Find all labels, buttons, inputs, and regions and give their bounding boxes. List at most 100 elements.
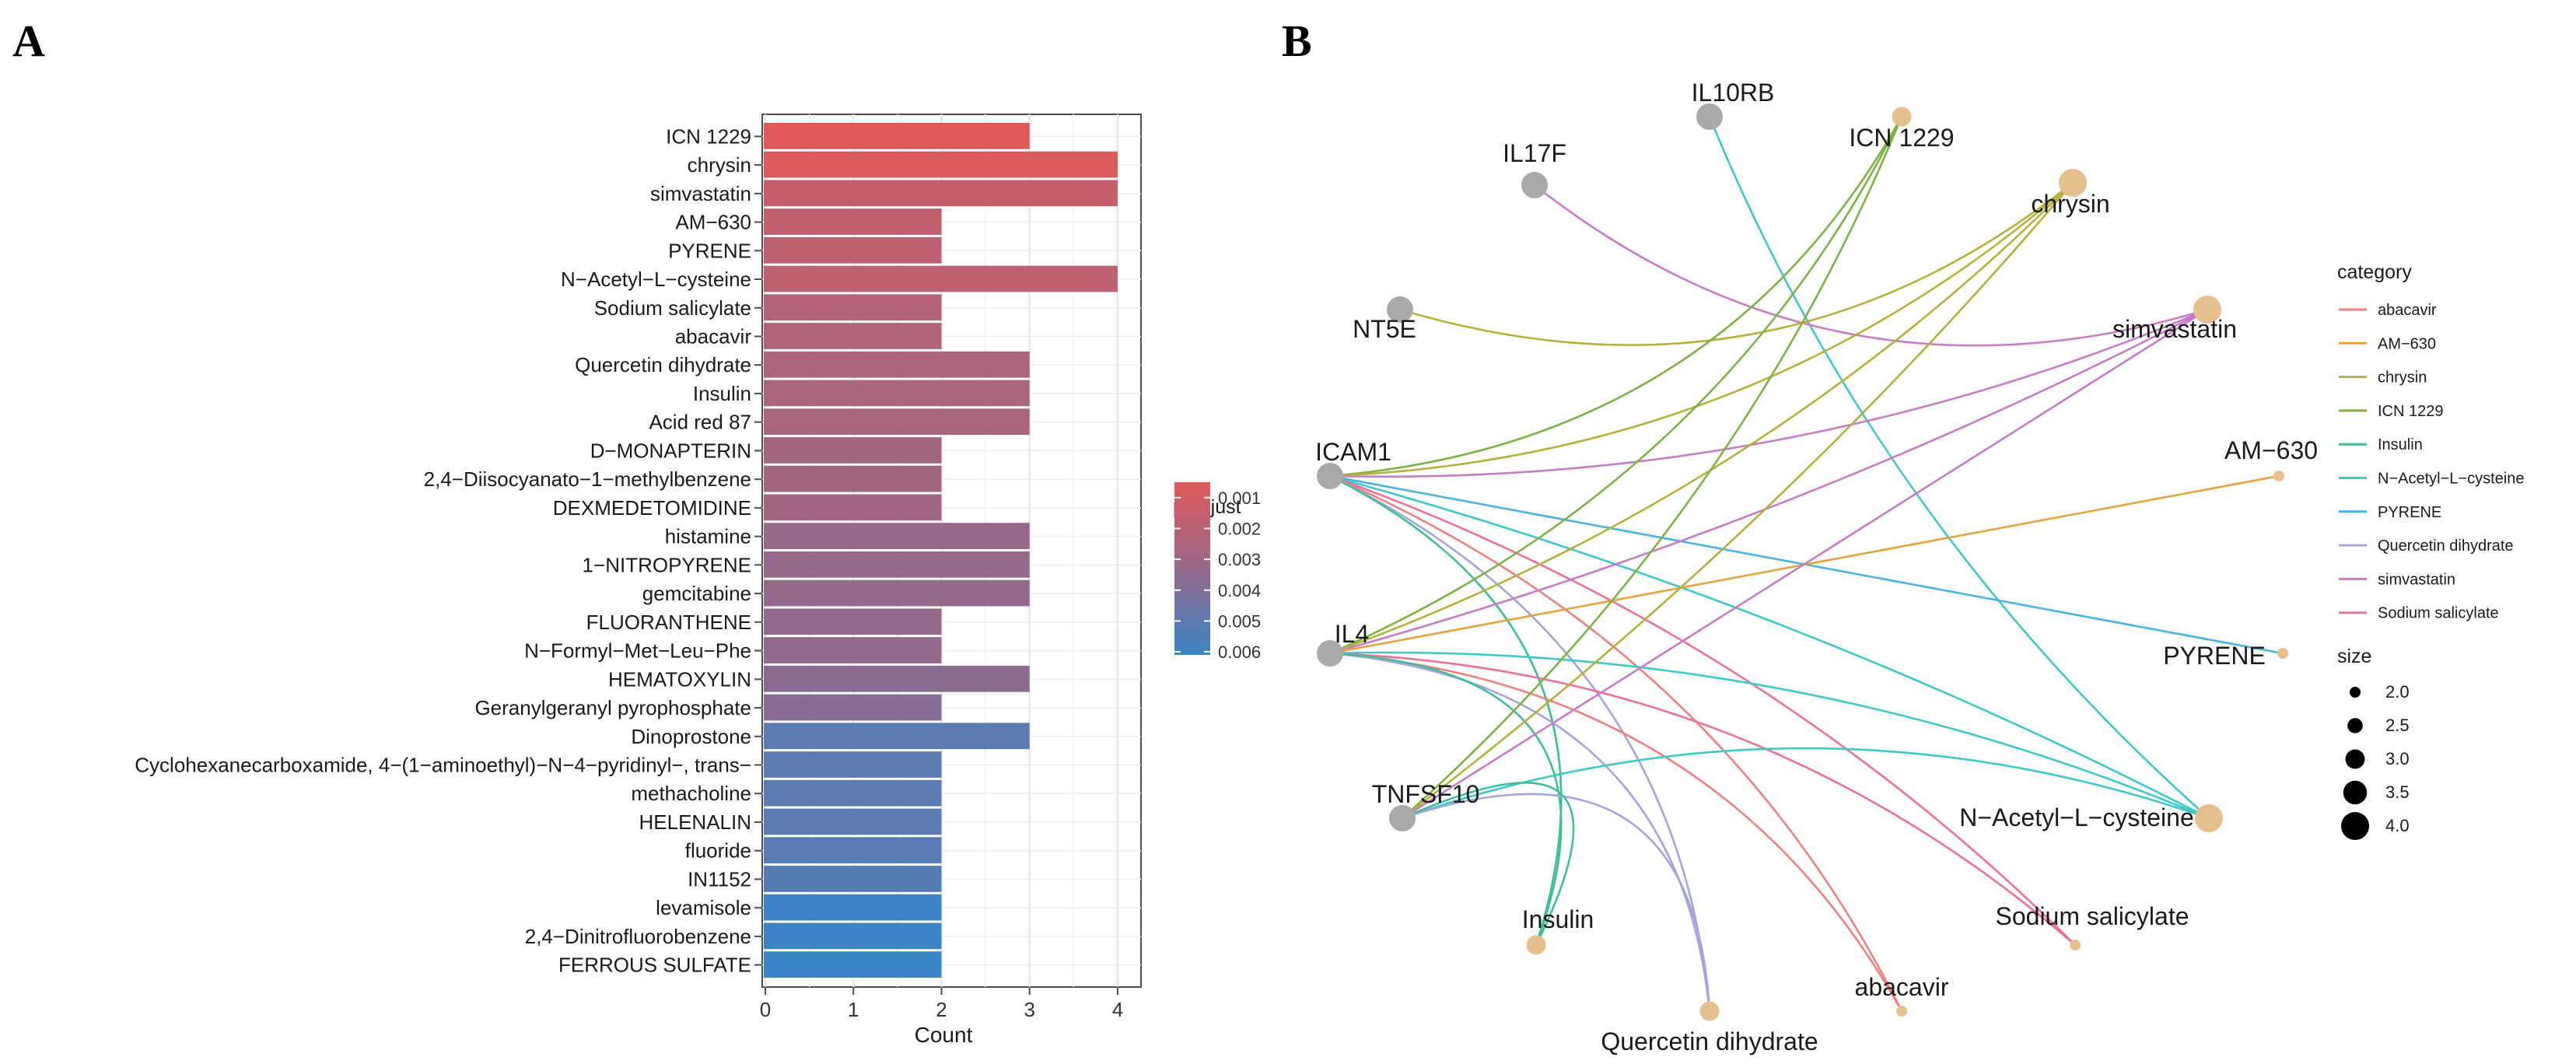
category-node [1526,935,1546,955]
bar [764,808,942,835]
colorbar-tick-label: 0.004 [1218,581,1261,600]
network-edge [1329,474,2076,946]
gene-node [1696,103,1723,130]
node-label: Sodium salicylate [1996,902,2189,930]
bar [764,665,1030,692]
p-adjust-legend-ticks: 0.001 0.002 0.003 0.004 0.005 0.006 [1174,488,1261,662]
bar-category-label: D−MONAPTERIN [590,439,751,462]
category-node [2059,169,2087,197]
bar [764,465,942,492]
bar [764,265,1118,292]
bar [764,751,942,778]
bar [764,866,942,892]
category-node [2277,648,2288,659]
bar-category-label: N−Acetyl−L−cysteine [561,268,751,291]
colorbar-tick-label: 0.002 [1218,519,1261,538]
network-edge [1329,308,2208,655]
bar [764,551,1030,578]
x-tick-label: 1 [848,998,859,1021]
bar-category-label: 1−NITROPYRENE [583,553,751,576]
category-node [1699,1001,1720,1021]
size-legend-label: 4.0 [2385,816,2410,835]
bar [764,951,942,978]
category-node [2195,804,2223,832]
bar [764,694,942,721]
network-edge [1329,474,2210,820]
colorbar-tick-label: 0.003 [1218,550,1261,569]
network-edge [1402,116,1903,819]
node-label: TNFSF10 [1372,780,1480,808]
node-label: N−Acetyl−L−cysteine [1959,803,2194,831]
node-label: simvastatin [2112,315,2237,343]
network-legend: category abacavir AM−630 chrysin ICN 1229 Ins… [2337,261,2524,840]
x-tick-label: 3 [1024,998,1034,1021]
bar-x-axis-ticks: 0 1 2 3 4 [760,987,1123,1021]
bar [764,151,1118,178]
node-label: ICN 1229 [1849,124,1954,152]
network-edge [1329,116,1903,655]
bar [764,608,942,635]
node-label: IL4 [1335,620,1369,648]
bar-x-axis-title: Count [915,1023,973,1047]
bar-category-label: Quercetin dihydrate [575,353,751,376]
bar-category-label: FERROUS SULFATE [558,954,751,977]
x-tick-label: 2 [936,998,947,1021]
size-legend-label: 3.0 [2385,749,2410,768]
bar-category-label: Insulin [693,382,751,405]
bar [764,579,1030,607]
network-edge [1402,182,2074,820]
bar [764,894,942,921]
category-legend-label: chrysin [2378,369,2427,387]
network-edge [1329,651,2210,820]
network-edges [1329,116,2284,1012]
bar-category-label: histamine [665,525,751,548]
size-legend-dot [2347,718,2363,733]
network-edge [1329,182,2074,478]
node-label: IL17F [1503,139,1566,167]
size-legend-dot [2343,780,2368,805]
node-label: IL10RB [1692,79,1775,107]
network-edge [1534,184,2208,347]
bar-category-label: N−Formyl−Met−Leu−Phe [524,639,751,663]
bar-category-label: HELENALIN [639,810,752,834]
x-tick-label: 0 [760,998,771,1021]
category-legend-label: Insulin [2378,436,2423,453]
bar-category-label: methacholine [631,782,751,805]
gene-node [1389,805,1416,831]
category-node [2070,940,2081,950]
category-node [2273,471,2284,481]
category-legend-label: N−Acetyl−L−cysteine [2378,471,2524,488]
category-node [1896,1006,1907,1017]
bar-category-label: PYRENE [668,239,751,262]
node-label: Insulin [1522,905,1594,933]
size-legend-label: 2.5 [2385,716,2410,735]
network-edge [1402,793,1711,1012]
bar-category-label: fluoride [685,839,751,863]
bar [764,236,942,264]
node-label: Quercetin dihydrate [1601,1027,1818,1055]
bar [764,294,942,321]
bar [764,523,1030,549]
network-edge [1329,652,2076,946]
network-edge [1399,181,2074,346]
network-edge [1329,652,1711,1012]
network-edge [1329,652,1903,1012]
bar [764,922,942,950]
category-legend-label: abacavir [2378,302,2437,319]
network-edge [1402,308,2208,820]
bar-category-label: ICN 1229 [666,124,751,148]
bar-category-label: IN1152 [688,867,751,891]
network-edge [1329,308,2208,478]
bar [764,637,942,663]
gene-node [1387,296,1413,323]
bar [764,408,1030,436]
bar-category-label: Cyclohexanecarboxamide, 4−(1−aminoethyl)… [135,754,751,777]
bar [764,351,1030,378]
node-label: ICAM1 [1315,438,1391,466]
panel-a-label: A [12,16,45,66]
network-edge [1402,782,1575,946]
bar [764,208,942,235]
gene-node [1521,172,1548,198]
size-legend-label: 2.0 [2385,682,2410,702]
